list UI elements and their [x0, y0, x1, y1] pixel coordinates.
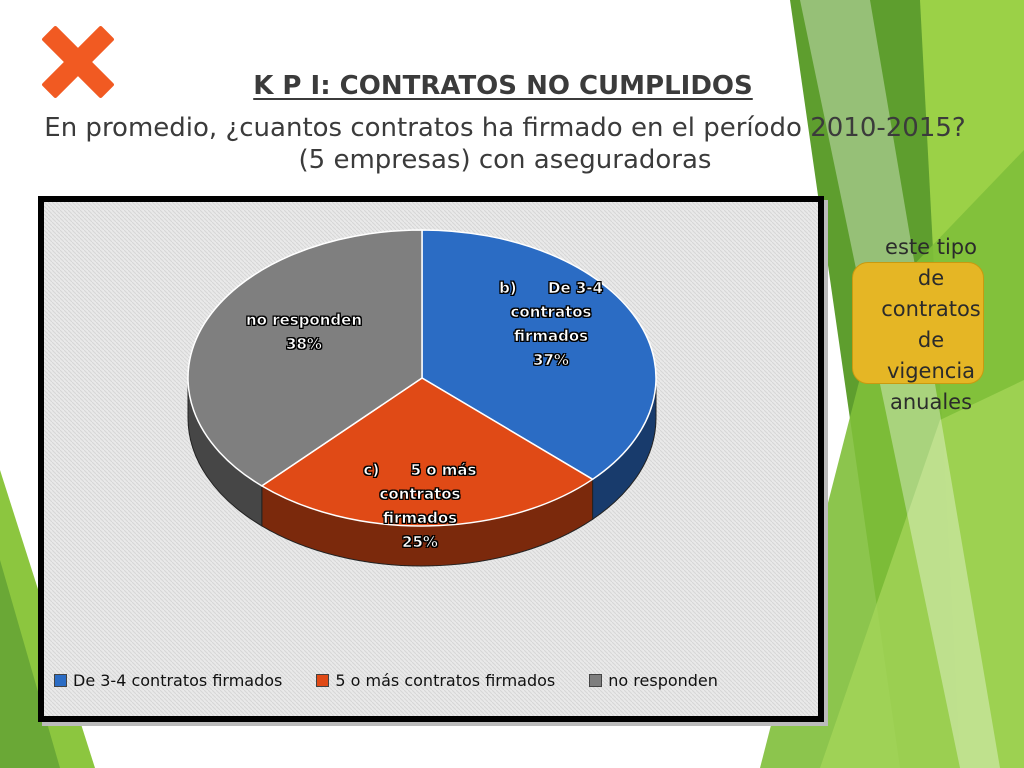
note-line: contratos [881, 297, 981, 321]
right-white-sheen [800, 0, 1000, 768]
slice-label-no-responden: no responden 38% [224, 308, 384, 356]
note-text: este tipo de contratos de vigencia anual… [846, 232, 1016, 418]
x-icon [42, 26, 114, 98]
pie-top [187, 229, 657, 527]
note-line: este tipo [885, 235, 977, 259]
slice-label-pct: 38% [286, 335, 323, 354]
note-line: vigencia [886, 359, 976, 383]
slice-label-line2: contratos [510, 303, 592, 322]
pie-chart [44, 202, 818, 716]
legend-swatch-orange [316, 673, 330, 687]
note-line: de [917, 328, 945, 352]
pie-slice-de-3-4-contratos-firmados [421, 229, 657, 481]
pie-slice-5-o-m-s-contratos-firmados [260, 377, 594, 527]
pie-slice-no-responden [187, 229, 423, 487]
slice-label-line2: contratos [379, 485, 461, 504]
slice-label-line1: c) 5 o más [363, 461, 477, 480]
legend-label: no responden [608, 670, 718, 690]
slide-title: K P I: CONTRATOS NO CUMPLIDOS [253, 71, 753, 101]
chart-legend: De 3-4 contratos firmados 5 o más contra… [54, 664, 804, 696]
slice-label-line3: firmados [382, 509, 458, 528]
slice-label-line1: no responden [245, 311, 363, 330]
slice-label-de-3-4: b) De 3-4 contratos firmados 37% [476, 276, 626, 372]
slice-label-line3: firmados [513, 327, 589, 346]
legend-label: De 3-4 contratos firmados [73, 670, 283, 690]
legend-swatch-gray [589, 673, 603, 687]
slice-label-pct: 25% [402, 533, 439, 552]
legend-label: 5 o más contratos firmados [335, 670, 556, 690]
x-mark [42, 26, 114, 98]
slice-label-line1: b) De 3-4 [499, 279, 603, 298]
slide-subtitle: En promedio, ¿cuantos contratos ha firma… [44, 113, 966, 175]
note-line: de [917, 266, 945, 290]
slice-label-5-o-mas: c) 5 o más contratos firmados 25% [340, 458, 500, 554]
right-green-overlay [820, 380, 1024, 768]
note-line: anuales [889, 390, 973, 414]
pie-chart-frame: b) De 3-4 contratos firmados 37% c) 5 o … [38, 196, 824, 722]
legend-item-no-responden: no responden [589, 671, 718, 690]
legend-swatch-blue [54, 673, 67, 687]
legend-item-5-o-mas: 5 o más contratos firmados [316, 671, 555, 690]
note-box [852, 262, 984, 384]
slice-label-pct: 37% [533, 351, 570, 370]
legend-item-de-3-4: De 3-4 contratos firmados [54, 671, 282, 690]
